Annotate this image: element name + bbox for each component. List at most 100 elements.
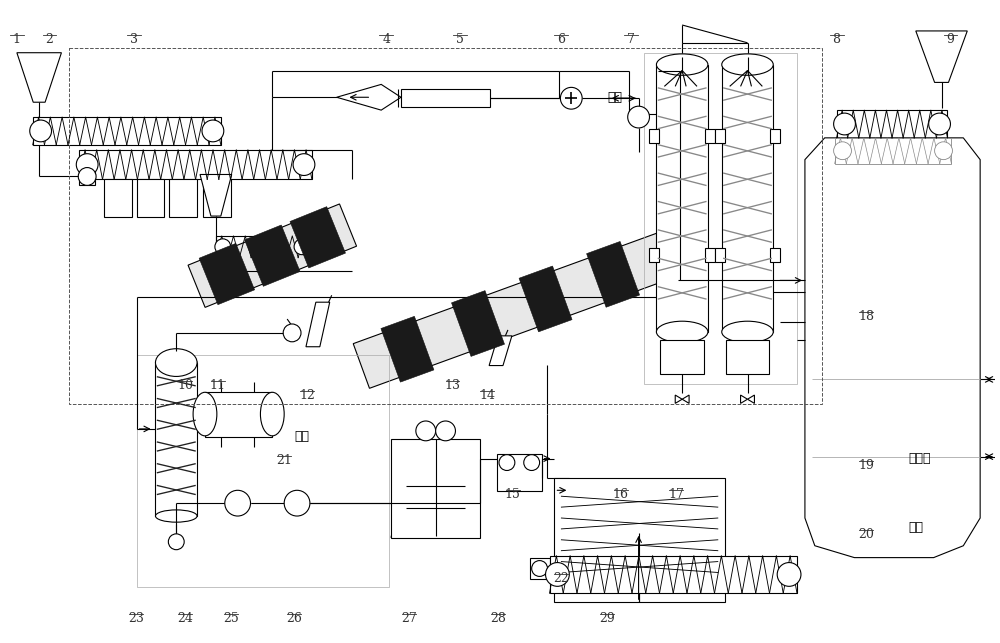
Bar — [155, 363, 197, 516]
Circle shape — [78, 168, 96, 185]
Circle shape — [524, 455, 540, 471]
Circle shape — [546, 563, 569, 586]
Bar — [770, 248, 780, 262]
Bar — [726, 340, 769, 374]
Circle shape — [416, 421, 436, 441]
Circle shape — [499, 455, 515, 471]
Bar — [391, 439, 480, 538]
Circle shape — [929, 113, 950, 135]
Text: 10: 10 — [177, 379, 193, 392]
Bar — [705, 248, 715, 262]
Text: 15: 15 — [505, 488, 521, 502]
Bar — [722, 64, 773, 332]
Polygon shape — [337, 84, 401, 110]
Polygon shape — [489, 336, 512, 366]
Ellipse shape — [722, 322, 773, 343]
Polygon shape — [17, 53, 61, 102]
Polygon shape — [682, 395, 689, 403]
Ellipse shape — [155, 510, 197, 522]
Polygon shape — [200, 174, 232, 216]
Polygon shape — [199, 244, 255, 305]
Text: 21: 21 — [276, 454, 292, 467]
Text: 18: 18 — [858, 310, 874, 323]
Text: 6: 6 — [557, 33, 565, 46]
Bar — [656, 64, 708, 332]
Bar — [550, 556, 797, 593]
Text: 排空: 排空 — [294, 430, 309, 443]
Text: 19: 19 — [858, 458, 874, 471]
Circle shape — [202, 120, 224, 142]
Circle shape — [294, 239, 310, 255]
Bar — [660, 340, 704, 374]
Text: 29: 29 — [599, 612, 615, 625]
Text: 28: 28 — [490, 612, 506, 625]
Text: 22: 22 — [554, 572, 569, 586]
Ellipse shape — [260, 392, 284, 436]
Bar — [205, 392, 272, 437]
Bar — [79, 168, 95, 185]
Text: 1: 1 — [13, 33, 21, 46]
Circle shape — [777, 563, 801, 586]
Polygon shape — [306, 302, 330, 347]
Polygon shape — [805, 138, 980, 557]
Text: 5: 5 — [456, 33, 464, 46]
Bar — [169, 179, 197, 217]
Polygon shape — [452, 291, 505, 356]
Text: 13: 13 — [444, 379, 460, 392]
Polygon shape — [188, 204, 357, 307]
Circle shape — [834, 113, 855, 135]
Bar — [835, 138, 951, 163]
Polygon shape — [741, 395, 748, 403]
Ellipse shape — [155, 349, 197, 376]
Bar — [104, 179, 132, 217]
Polygon shape — [290, 206, 345, 268]
Circle shape — [628, 106, 649, 128]
Ellipse shape — [656, 322, 708, 343]
Text: 11: 11 — [210, 379, 226, 392]
Polygon shape — [675, 395, 682, 403]
Circle shape — [436, 421, 455, 441]
Bar — [705, 129, 715, 143]
Text: 14: 14 — [479, 389, 495, 403]
Polygon shape — [381, 316, 434, 382]
Text: 7: 7 — [627, 33, 635, 46]
Ellipse shape — [193, 392, 217, 436]
Text: 27: 27 — [401, 612, 417, 625]
Polygon shape — [587, 242, 640, 307]
Polygon shape — [519, 266, 572, 332]
Circle shape — [834, 142, 851, 159]
Text: 水蒸气: 水蒸气 — [908, 452, 930, 465]
Text: 17: 17 — [668, 488, 684, 502]
Bar — [770, 129, 780, 143]
Text: 4: 4 — [382, 33, 390, 46]
Ellipse shape — [656, 54, 708, 75]
Circle shape — [532, 561, 548, 576]
Bar — [79, 150, 312, 179]
Bar — [715, 248, 725, 262]
Bar — [216, 236, 310, 258]
Circle shape — [76, 154, 98, 176]
Ellipse shape — [722, 54, 773, 75]
Bar — [33, 117, 221, 145]
Ellipse shape — [155, 356, 197, 368]
Text: 26: 26 — [286, 612, 302, 625]
Circle shape — [30, 120, 52, 142]
Circle shape — [215, 239, 231, 255]
Bar — [649, 248, 659, 262]
Bar — [203, 179, 231, 217]
Text: 16: 16 — [613, 488, 629, 502]
Circle shape — [284, 491, 310, 516]
Text: 24: 24 — [177, 612, 193, 625]
Text: 20: 20 — [858, 528, 874, 541]
Text: 空气: 空气 — [607, 91, 622, 104]
Polygon shape — [748, 395, 754, 403]
Text: 25: 25 — [223, 612, 239, 625]
Text: 9: 9 — [947, 33, 954, 46]
Text: 23: 23 — [128, 612, 144, 625]
Text: 氧气: 氧气 — [908, 521, 923, 534]
Bar — [497, 454, 542, 491]
Bar — [69, 48, 822, 404]
Circle shape — [168, 534, 184, 550]
Bar — [401, 89, 490, 107]
Circle shape — [293, 154, 315, 176]
